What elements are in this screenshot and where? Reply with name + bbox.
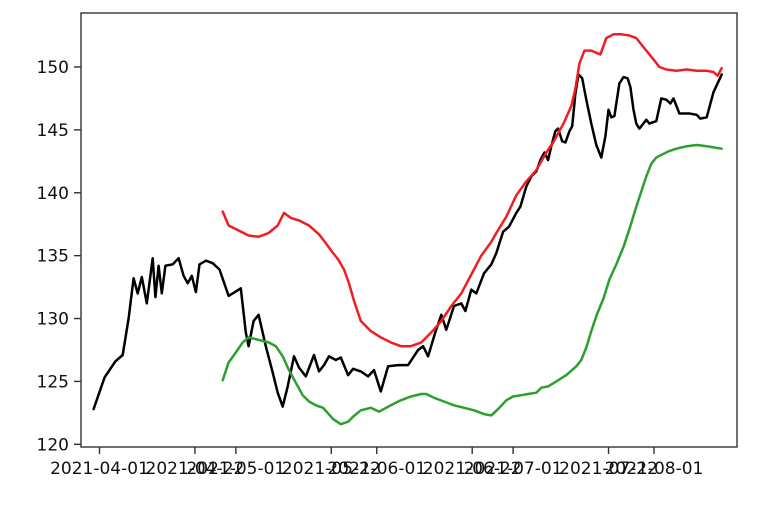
y-tick-label: 140 xyxy=(37,184,69,204)
y-tick-label: 135 xyxy=(37,247,69,267)
y-tick-label: 125 xyxy=(37,372,69,392)
y-tick-label: 120 xyxy=(37,435,69,455)
x-tick-label: 2021-07-22 xyxy=(559,459,658,479)
y-tick-label: 150 xyxy=(37,58,69,78)
x-tick-label: 2021-06-22 xyxy=(423,459,522,479)
x-tick-label: 2021-06-01 xyxy=(327,459,426,479)
x-tick-label: 2021-04-22 xyxy=(146,459,245,479)
red-line-path xyxy=(221,33,723,348)
x-tick-label: 2021-08-01 xyxy=(605,459,704,479)
x-tick-label: 2021-05-01 xyxy=(186,459,285,479)
x-tick-label: 2021-07-01 xyxy=(464,459,563,479)
x-tick-label: 2021-04-01 xyxy=(50,459,149,479)
axes-frame xyxy=(80,12,738,448)
y-tick-label: 145 xyxy=(37,121,69,141)
black-line-path xyxy=(92,73,723,411)
x-tick-label: 2021-05-22 xyxy=(282,459,381,479)
y-tick-label: 130 xyxy=(37,310,69,330)
green-line-path xyxy=(221,143,723,426)
